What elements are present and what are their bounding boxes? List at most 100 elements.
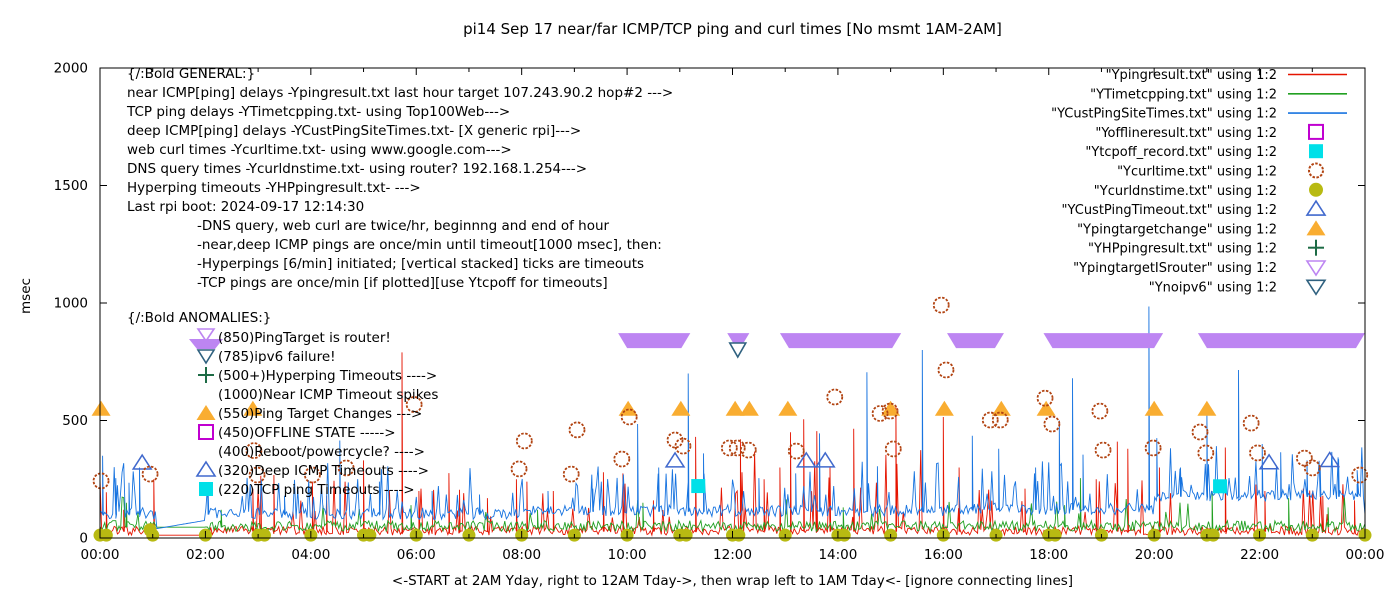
- annotation-anomaly-line: (320)Deep ICMP Timeouts ---->: [218, 463, 429, 479]
- legend-label: "Ycurltime.txt" using 1:2: [1117, 165, 1277, 180]
- deep-icmp-timeout-marker: [1258, 453, 1280, 470]
- x-tick-label: 02:00: [186, 547, 225, 563]
- curl-time-marker: [1295, 449, 1313, 467]
- tcp-timeout-marker: [1213, 479, 1228, 494]
- router-target-band: [618, 333, 691, 349]
- annotation-anomaly-line: (450)OFFLINE STATE ----->: [218, 425, 396, 441]
- curl-time-marker: [613, 450, 631, 468]
- curl-time-marker: [787, 442, 805, 460]
- legend-label: "Ypingresult.txt" using 1:2: [1106, 68, 1277, 83]
- x-tick-label: 16:00: [924, 547, 963, 563]
- y-tick-label: 500: [62, 413, 88, 429]
- tcp-timeout-marker: [691, 479, 706, 494]
- legend-label: "YpingtargetISrouter" using 1:2: [1073, 261, 1277, 276]
- router-target-band: [727, 333, 750, 349]
- dns-time-dot: [1048, 528, 1062, 542]
- anomaly-glyph-router-band: [189, 339, 223, 349]
- curl-time-marker: [1091, 402, 1109, 420]
- annotation-general-line: near ICMP[ping] delays -Ypingresult.txt …: [127, 85, 673, 101]
- annotation-anomaly-line: (1000)Near ICMP Timeout spikes: [218, 387, 438, 403]
- ping-target-change-marker: [1197, 400, 1217, 416]
- legend-label: "Ypingtargetchange" using 1:2: [1077, 222, 1277, 237]
- curl-time-marker: [405, 396, 423, 413]
- annotation-anomaly-line: (785)ipv6 failure!: [218, 349, 336, 365]
- annotation-general-line: deep ICMP[ping] delays -YCustPingSiteTim…: [127, 123, 581, 139]
- annotation-general-indent-line: -Hyperpings [6/min] initiated; [vertical…: [197, 256, 644, 272]
- curl-time-marker: [304, 466, 321, 484]
- deep-icmp-timeout-marker: [664, 451, 686, 468]
- x-tick-label: 12:00: [713, 547, 752, 563]
- dns-time-dot: [679, 528, 693, 542]
- annotation-general-line: web curl times -Ycurltime.txt- using www…: [127, 142, 512, 158]
- annotation-anomalies-header: {/:Bold ANOMALIES:}: [127, 310, 271, 326]
- curl-time-marker: [1242, 414, 1260, 432]
- annotation-general-indent-line: -near,deep ICMP pings are once/min until…: [197, 237, 662, 253]
- ping-target-change-marker: [671, 400, 691, 416]
- series-deep-ping-blue: [99, 306, 1366, 530]
- x-tick-label: 20:00: [1135, 547, 1174, 563]
- legend-label: "Ynoipv6" using 1:2: [1149, 280, 1277, 295]
- curl-time-marker: [568, 421, 586, 439]
- curl-time-marker: [141, 465, 159, 483]
- curl-time-marker: [92, 472, 110, 490]
- annotation-general-indent-line: -TCP pings are once/min [if plotted][use…: [197, 275, 608, 291]
- deep-icmp-timeout-marker: [131, 453, 153, 470]
- dns-time-dot: [99, 528, 113, 542]
- annotation-anomaly-line: (550)Ping Target Changes --->: [218, 406, 422, 422]
- legend-label: "Ytcpoff_record.txt" using 1:2: [1085, 145, 1277, 160]
- chart-title: pi14 Sep 17 near/far ICMP/TCP ping and c…: [463, 20, 1002, 38]
- router-target-band: [779, 333, 902, 349]
- curl-time-marker: [826, 388, 844, 406]
- curl-time-marker: [674, 437, 692, 455]
- annotation-anomaly-line: (850)PingTarget is router!: [218, 330, 391, 346]
- curl-time-marker: [991, 411, 1009, 429]
- ping-target-change-marker: [739, 400, 759, 416]
- curl-time-marker: [1043, 415, 1061, 433]
- curl-time-marker: [881, 402, 899, 420]
- curl-time-marker: [728, 439, 746, 457]
- dns-time-dot: [363, 528, 377, 542]
- curl-time-marker: [248, 466, 266, 484]
- curl-time-marker: [1036, 389, 1054, 407]
- x-tick-label: 06:00: [397, 547, 436, 563]
- annotation-general-line: Last rpi boot: 2024-09-17 12:14:30: [127, 199, 364, 215]
- x-tick-label: 22:00: [1240, 547, 1279, 563]
- y-tick-label: 1500: [54, 178, 88, 194]
- curl-time-marker: [884, 440, 902, 458]
- ping-target-change-marker: [725, 400, 745, 416]
- curl-time-marker: [937, 361, 955, 379]
- dns-time-dot: [257, 528, 271, 542]
- curl-time-marker: [739, 441, 757, 459]
- ping-target-change-marker: [243, 400, 263, 416]
- ping-target-change-marker: [618, 400, 638, 416]
- curl-time-marker: [245, 442, 263, 459]
- curl-time-marker: [1249, 444, 1266, 462]
- y-tick-label: 1000: [54, 296, 88, 312]
- ping-target-change-marker: [1144, 400, 1164, 416]
- series-tcp-ping-green: [99, 478, 1366, 534]
- anomaly-glyph-ipv6: [196, 349, 216, 365]
- curl-time-marker: [510, 460, 528, 478]
- x-tick-label: 10:00: [608, 547, 647, 563]
- y-tick-label: 0: [79, 531, 88, 547]
- curl-time-marker: [720, 439, 738, 457]
- dns-time-dot: [1206, 528, 1220, 542]
- annotation-general-line: Hyperping timeouts -YHPpingresult.txt- -…: [127, 180, 421, 196]
- ping-target-change-marker: [991, 400, 1011, 416]
- curl-time-marker: [1351, 466, 1369, 484]
- curl-time-marker: [1197, 444, 1215, 462]
- curl-time-marker: [666, 431, 684, 449]
- ping-target-change-marker: [1036, 400, 1056, 416]
- deep-icmp-timeout-marker: [814, 451, 836, 468]
- annotation-anomaly-line: (500+)Hyperping Timeouts ---->: [218, 368, 437, 384]
- router-target-band: [947, 333, 1004, 349]
- ping-target-change-marker: [91, 400, 111, 416]
- annotation-general-line: DNS query times -Ycurldnstime.txt- using…: [127, 161, 587, 177]
- legend-label: "Ycurldnstime.txt" using 1:2: [1094, 184, 1277, 199]
- legend-label: "YHPpingresult.txt" using 1:2: [1088, 242, 1277, 257]
- curl-time-marker: [1144, 439, 1162, 457]
- legend-label: "YCustPingSiteTimes.txt" using 1:2: [1051, 107, 1277, 122]
- legend-label: "YCustPingTimeout.txt" using 1:2: [1062, 203, 1277, 218]
- router-target-band: [1043, 333, 1164, 349]
